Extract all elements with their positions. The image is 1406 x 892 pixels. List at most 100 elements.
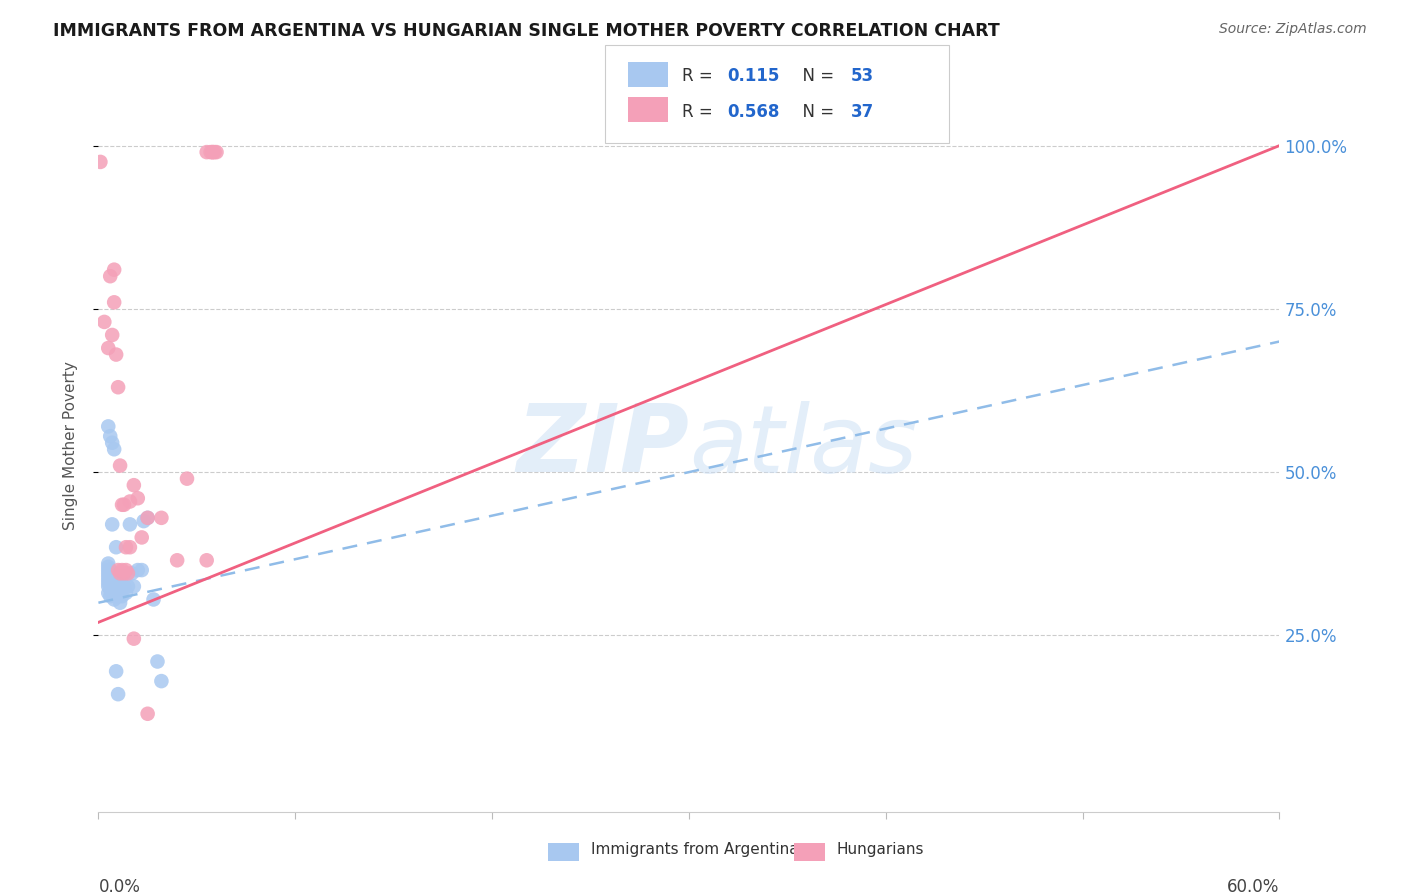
Point bbox=[108, 596, 131, 610]
Point bbox=[98, 429, 121, 443]
Point bbox=[122, 579, 145, 593]
Point bbox=[150, 674, 173, 689]
Point bbox=[105, 582, 128, 597]
Point bbox=[103, 262, 125, 277]
Point bbox=[107, 576, 129, 591]
Point bbox=[131, 563, 153, 577]
Point bbox=[108, 566, 131, 581]
Point bbox=[107, 569, 129, 583]
Point bbox=[105, 347, 128, 362]
Point bbox=[118, 494, 141, 508]
Text: Source: ZipAtlas.com: Source: ZipAtlas.com bbox=[1219, 22, 1367, 37]
Point bbox=[103, 573, 125, 587]
Point bbox=[97, 573, 120, 587]
Point bbox=[105, 665, 128, 679]
Text: 0.115: 0.115 bbox=[727, 67, 779, 85]
Point bbox=[107, 380, 129, 394]
Point bbox=[112, 566, 135, 581]
Point bbox=[204, 145, 226, 160]
Point bbox=[111, 498, 134, 512]
Point bbox=[97, 566, 120, 581]
Point bbox=[107, 563, 129, 577]
Point bbox=[136, 511, 159, 525]
Point bbox=[98, 563, 121, 577]
Point bbox=[205, 145, 228, 160]
Point bbox=[201, 145, 224, 160]
Point bbox=[136, 706, 159, 721]
Text: 53: 53 bbox=[851, 67, 873, 85]
Point bbox=[97, 569, 120, 583]
Text: R =: R = bbox=[682, 103, 718, 120]
Point bbox=[201, 145, 224, 160]
Point bbox=[107, 687, 129, 701]
Point bbox=[97, 576, 120, 591]
Point bbox=[93, 315, 115, 329]
Point bbox=[101, 517, 124, 532]
Point bbox=[103, 579, 125, 593]
Point bbox=[117, 566, 139, 581]
Point bbox=[97, 579, 120, 593]
Point bbox=[89, 155, 111, 169]
Point bbox=[150, 511, 173, 525]
Point bbox=[200, 145, 222, 160]
Point bbox=[98, 582, 121, 597]
Point bbox=[176, 472, 198, 486]
Point bbox=[108, 458, 131, 473]
Point bbox=[132, 514, 155, 528]
Point bbox=[112, 498, 135, 512]
Point bbox=[142, 592, 165, 607]
Point bbox=[101, 328, 124, 343]
Text: 0.568: 0.568 bbox=[727, 103, 779, 120]
Point bbox=[97, 419, 120, 434]
Point bbox=[115, 563, 138, 577]
Text: IMMIGRANTS FROM ARGENTINA VS HUNGARIAN SINGLE MOTHER POVERTY CORRELATION CHART: IMMIGRANTS FROM ARGENTINA VS HUNGARIAN S… bbox=[53, 22, 1000, 40]
Point bbox=[115, 540, 138, 554]
Point bbox=[108, 586, 131, 600]
Point bbox=[101, 579, 124, 593]
Y-axis label: Single Mother Poverty: Single Mother Poverty bbox=[63, 361, 77, 531]
Point bbox=[122, 632, 145, 646]
Point bbox=[112, 579, 135, 593]
Point bbox=[98, 569, 121, 583]
Point bbox=[101, 573, 124, 587]
Point bbox=[131, 530, 153, 544]
Point bbox=[103, 592, 125, 607]
Point bbox=[101, 586, 124, 600]
Point bbox=[98, 576, 121, 591]
Point bbox=[118, 540, 141, 554]
Point bbox=[97, 559, 120, 574]
Point bbox=[111, 563, 134, 577]
Point bbox=[127, 563, 149, 577]
Point bbox=[97, 557, 120, 571]
Text: ZIP: ZIP bbox=[516, 400, 689, 492]
Point bbox=[127, 491, 149, 506]
Point bbox=[111, 589, 134, 603]
Text: 60.0%: 60.0% bbox=[1227, 878, 1279, 892]
Text: 37: 37 bbox=[851, 103, 875, 120]
Text: N =: N = bbox=[792, 67, 839, 85]
Point bbox=[121, 566, 143, 581]
Text: atlas: atlas bbox=[689, 401, 917, 491]
Point bbox=[101, 435, 124, 450]
Point bbox=[103, 295, 125, 310]
Point bbox=[105, 589, 128, 603]
Point bbox=[97, 586, 120, 600]
Text: N =: N = bbox=[792, 103, 839, 120]
Point bbox=[103, 586, 125, 600]
Point bbox=[146, 655, 169, 669]
Point bbox=[107, 582, 129, 597]
Point bbox=[195, 145, 218, 160]
Point bbox=[117, 579, 139, 593]
Point bbox=[122, 478, 145, 492]
Point bbox=[98, 589, 121, 603]
Point bbox=[136, 511, 159, 525]
Text: 0.0%: 0.0% bbox=[98, 878, 141, 892]
Point bbox=[103, 442, 125, 457]
Point bbox=[118, 517, 141, 532]
Point bbox=[98, 269, 121, 284]
Point bbox=[97, 563, 120, 577]
Point bbox=[107, 589, 129, 603]
Point bbox=[115, 586, 138, 600]
Point bbox=[108, 579, 131, 593]
Text: Hungarians: Hungarians bbox=[837, 842, 924, 856]
